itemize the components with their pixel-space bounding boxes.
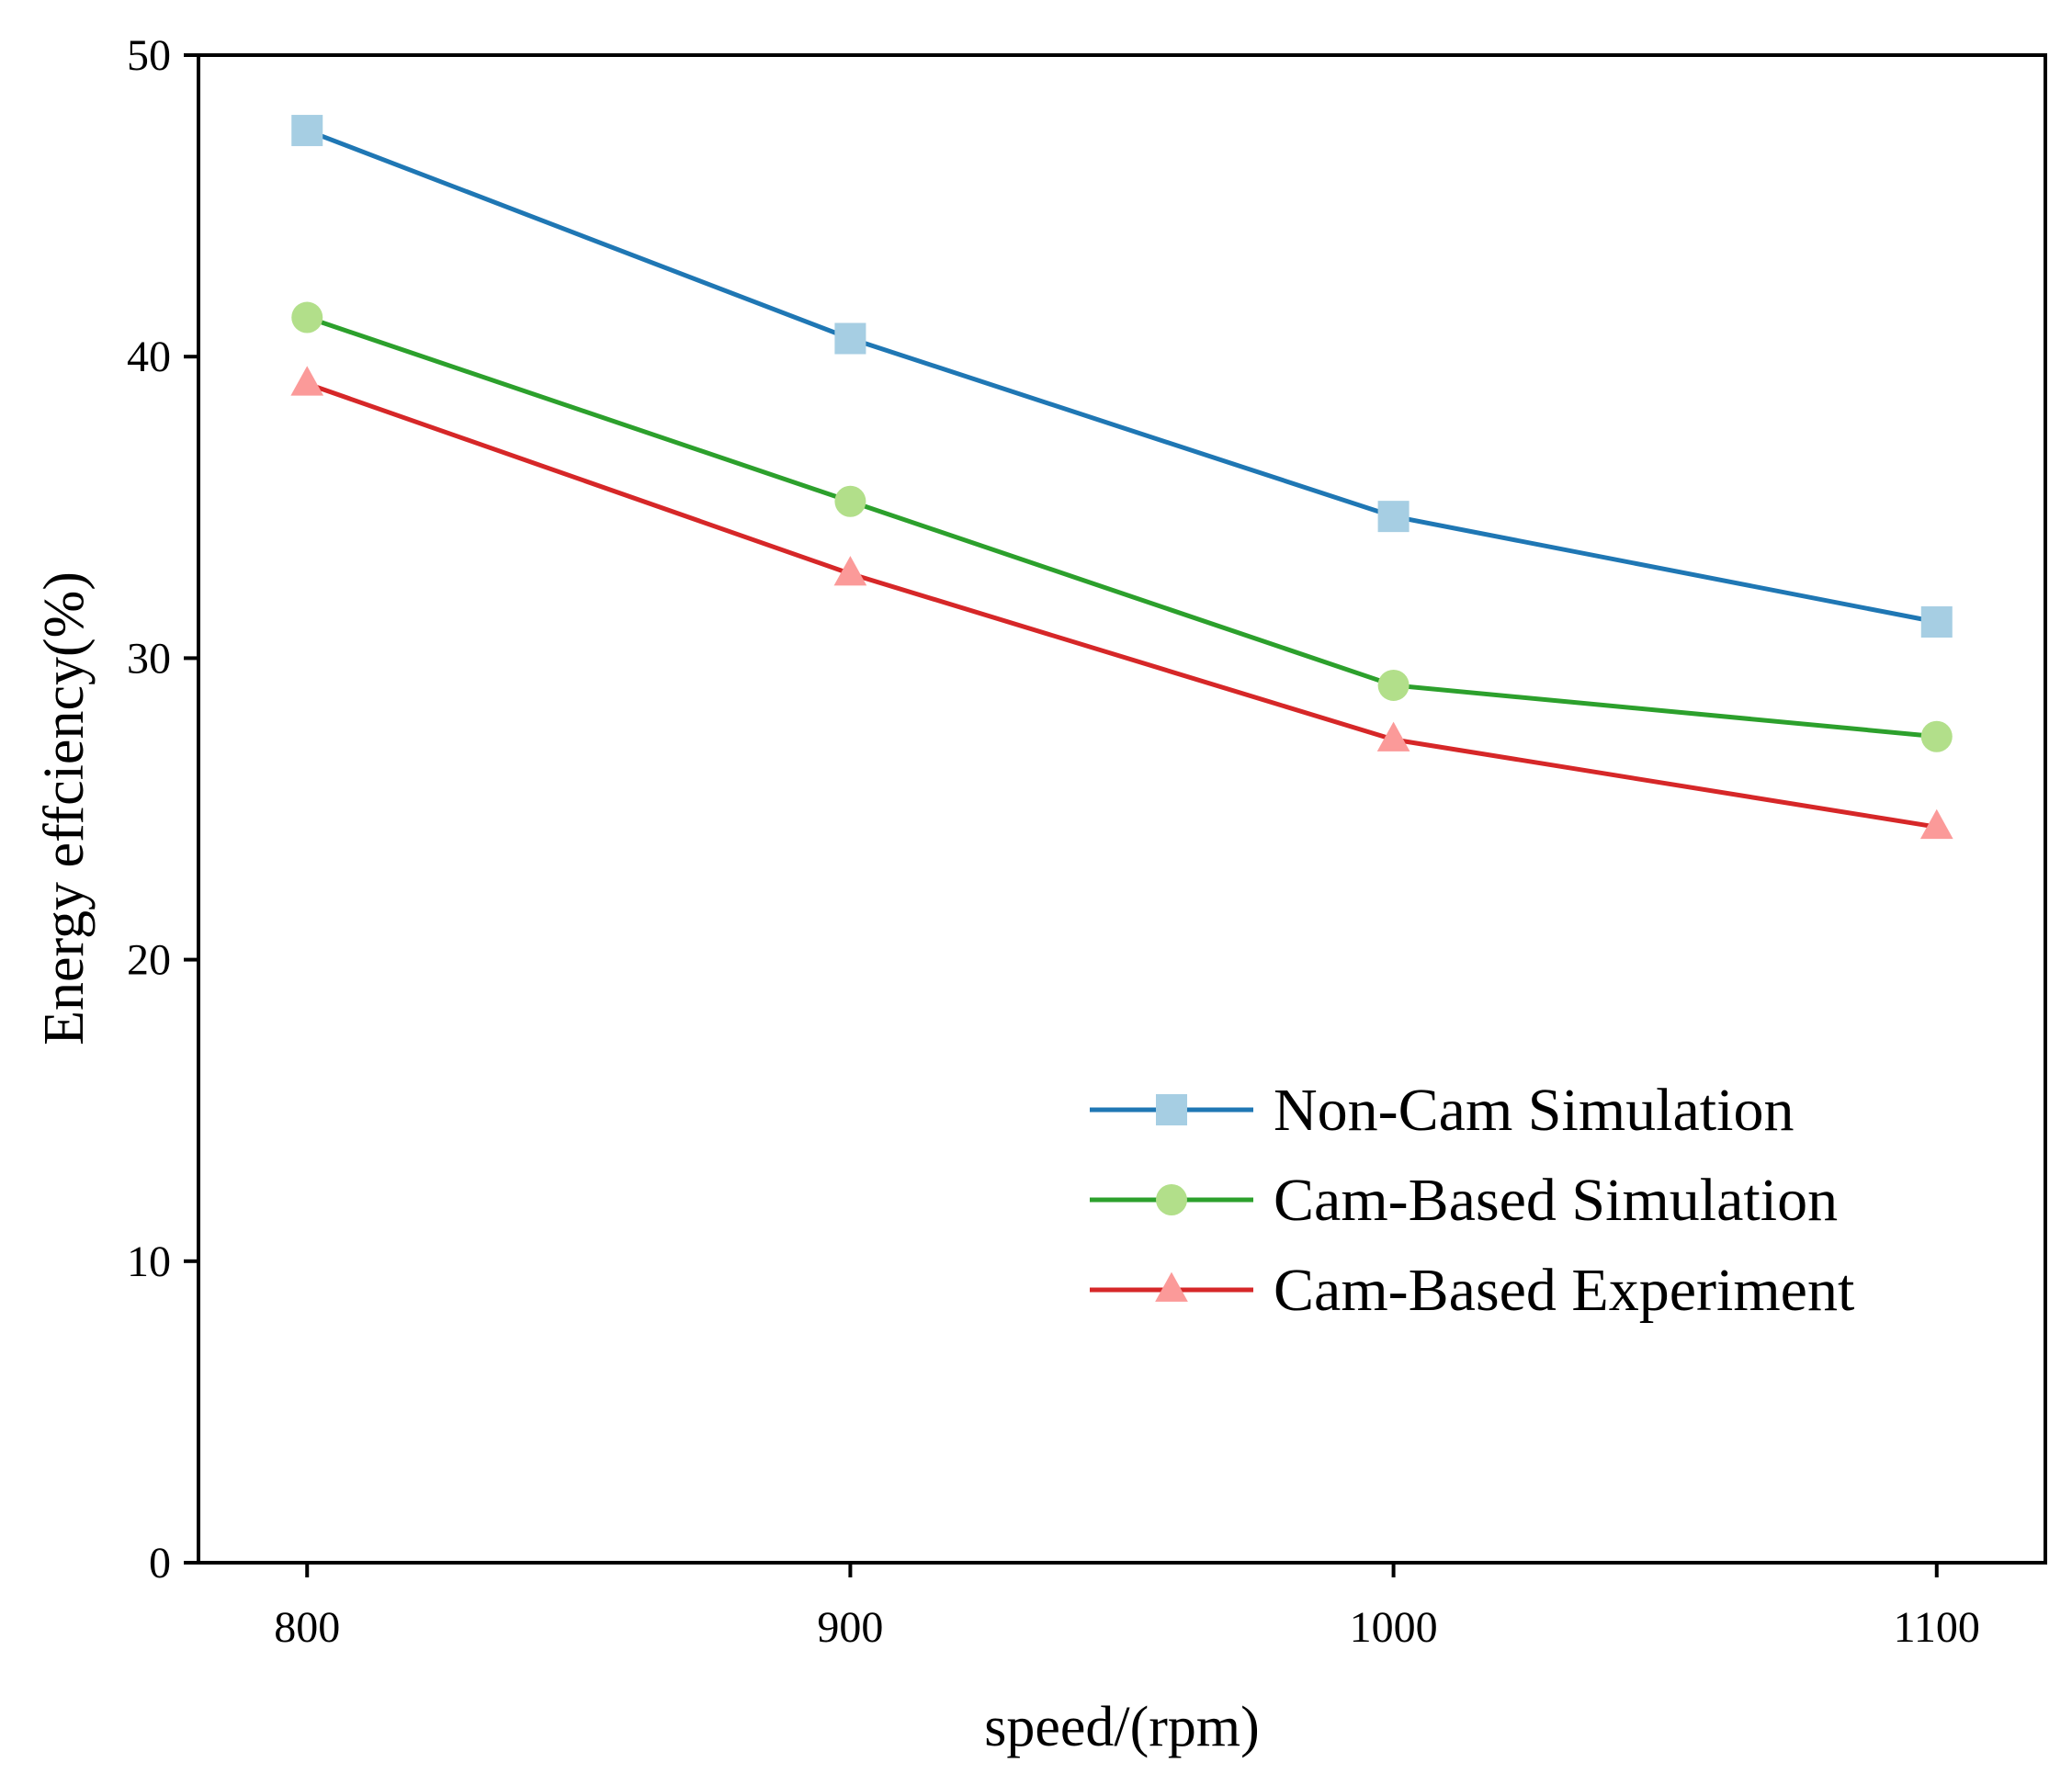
y-tick-label: 40 <box>127 333 171 381</box>
y-tick-label: 30 <box>127 634 171 683</box>
y-tick-label: 0 <box>149 1539 171 1588</box>
series-line-2 <box>306 315 1937 740</box>
series-1-point <box>834 322 866 355</box>
series-1-point <box>1377 501 1410 533</box>
legend-marker-1 <box>1156 1094 1187 1125</box>
x-tick-label: 1000 <box>1350 1603 1438 1652</box>
series-layer <box>290 115 1953 840</box>
plot-frame <box>197 53 2047 1565</box>
legend-marker-2 <box>1156 1184 1187 1215</box>
legend-label-2: Cam-Based Simulation <box>1274 1167 1838 1234</box>
y-tick-label: 10 <box>127 1237 171 1286</box>
x-tick-label: 900 <box>817 1603 883 1652</box>
series-3-point <box>1919 808 1953 840</box>
legend-label-3: Cam-Based Experiment <box>1274 1257 1854 1324</box>
series-2-point <box>291 301 323 333</box>
series-3-point <box>1376 721 1410 751</box>
y-axis-title: Energy effciency(%) <box>33 571 96 1045</box>
series-1-point <box>1920 606 1953 638</box>
series-2-point <box>1920 720 1953 752</box>
series-1-point <box>291 115 323 147</box>
series-2-point <box>834 485 866 517</box>
legend-marker-3 <box>1155 1271 1188 1302</box>
series-3-point <box>290 366 324 396</box>
legend-label-1: Non-Cam Simulation <box>1274 1077 1794 1144</box>
y-tick-label: 50 <box>127 31 171 80</box>
series-line-1 <box>306 128 1938 625</box>
y-tick-label: 20 <box>127 936 171 985</box>
legend: Non-Cam Simulation Cam-Based Simulation Ca… <box>1090 1077 1854 1324</box>
series-3-point <box>833 556 867 586</box>
x-axis: 800 900 1000 1100 <box>274 1563 1980 1652</box>
series-line-3 <box>306 381 1938 830</box>
x-tick-label: 800 <box>274 1603 340 1652</box>
x-tick-label: 1100 <box>1894 1603 1980 1652</box>
series-2-point <box>1377 669 1410 701</box>
y-axis: 0 10 20 30 40 50 <box>127 31 198 1588</box>
x-axis-title: speed/(rpm) <box>984 1696 1260 1758</box>
